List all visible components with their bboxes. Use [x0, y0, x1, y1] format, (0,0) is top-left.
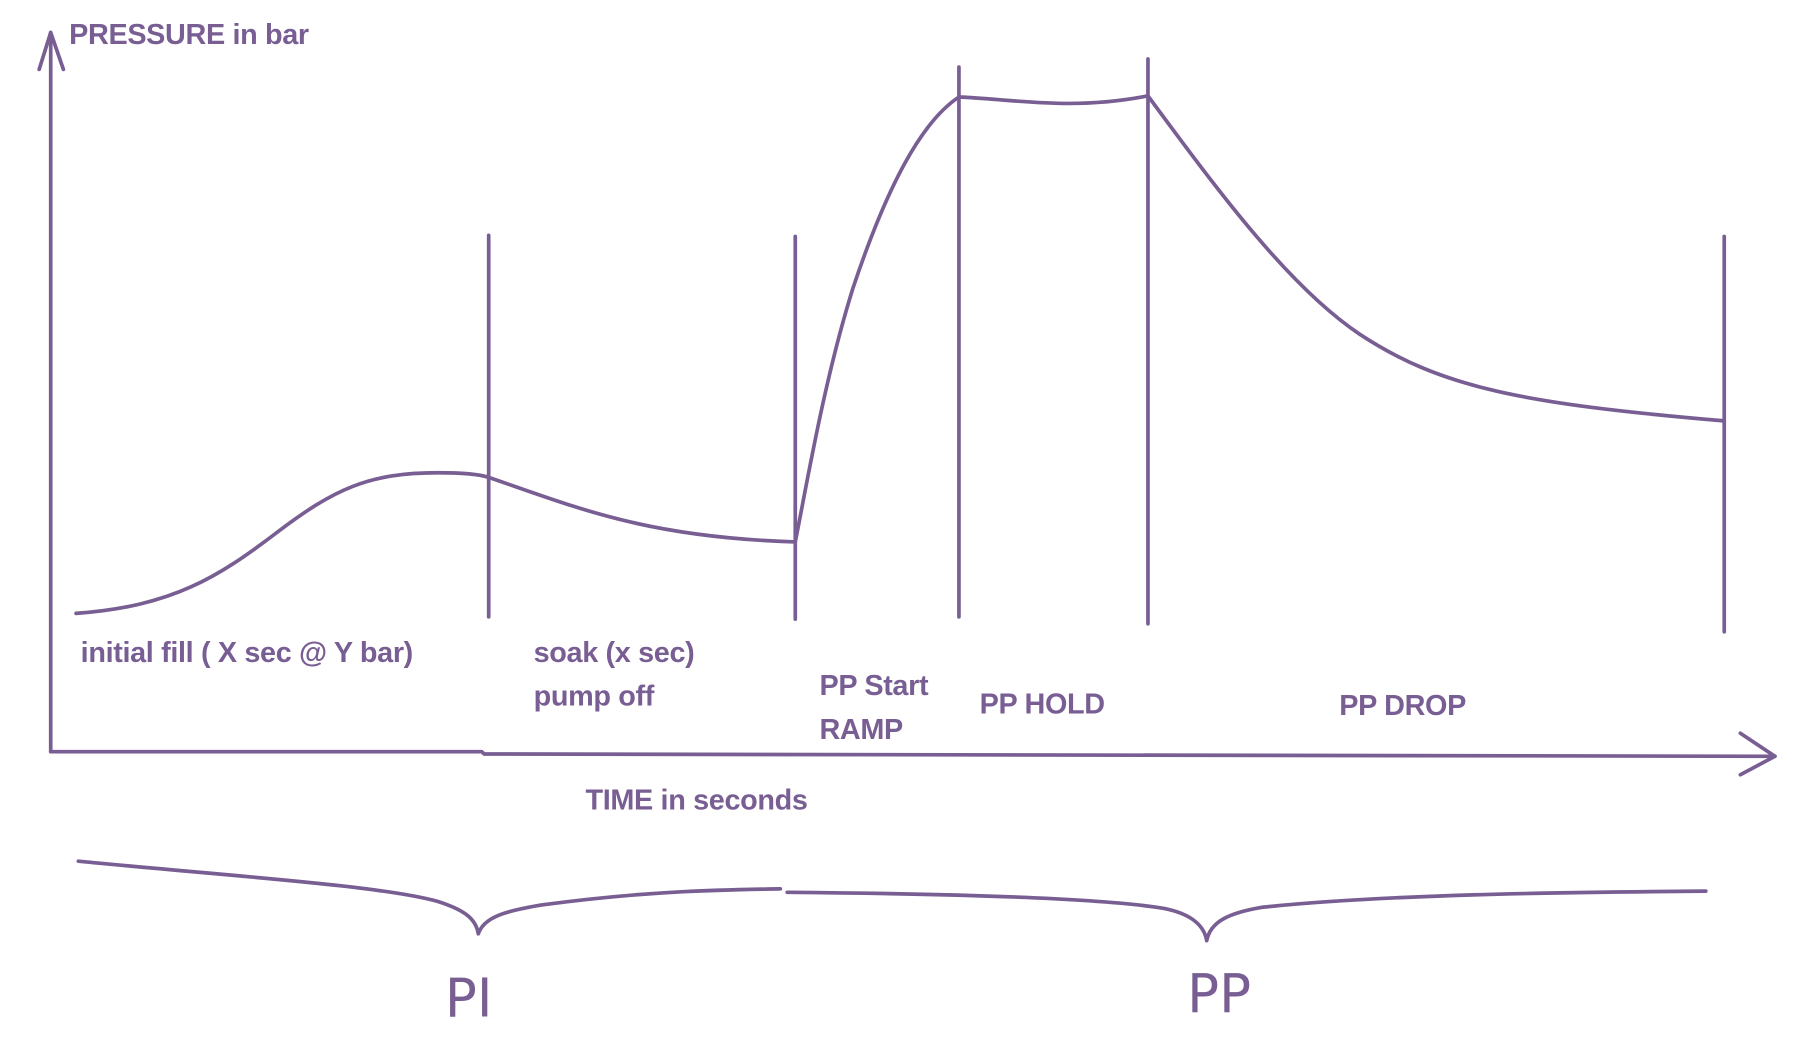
brace-pp-icon [785, 889, 1708, 943]
svg-text:RAMP: RAMP [819, 714, 903, 746]
y-axis-arrow-icon [37, 30, 66, 72]
svg-text:soak (x sec): soak (x sec) [534, 637, 695, 669]
group-label-pi: PI [445, 968, 493, 1030]
x-axis [48, 731, 1777, 777]
phase-dividers [486, 57, 1727, 634]
phase-label-pp-hold: PP HOLD [980, 689, 1105, 721]
y-axis-label: PRESSURE in bar [69, 19, 309, 51]
phase-label-pp-start-ramp: PP Start RAMP [819, 670, 929, 746]
svg-text:pump off: pump off [534, 681, 655, 713]
svg-text:PP HOLD: PP HOLD [980, 689, 1105, 721]
group-label-pp: PP [1187, 963, 1251, 1025]
phase-label-soak: soak (x sec) pump off [534, 637, 695, 713]
phase-label-initial-fill: initial fill ( X sec @ Y bar) [81, 637, 414, 669]
x-axis-line [48, 749, 1777, 759]
phase-label-pp-drop: PP DROP [1339, 690, 1466, 722]
svg-text:initial fill ( X sec @ Y bar): initial fill ( X sec @ Y bar) [81, 637, 413, 669]
svg-text:PP Start: PP Start [819, 670, 928, 702]
y-axis [37, 30, 66, 754]
brace-pp: PP [785, 889, 1708, 1025]
brace-pi: PI [76, 859, 783, 1030]
x-axis-label: TIME in seconds [586, 784, 808, 816]
svg-text:PP DROP: PP DROP [1339, 690, 1466, 722]
brace-pi-icon [76, 859, 783, 936]
x-axis-arrow-icon [1738, 731, 1777, 777]
pressure-curve [74, 94, 1727, 616]
